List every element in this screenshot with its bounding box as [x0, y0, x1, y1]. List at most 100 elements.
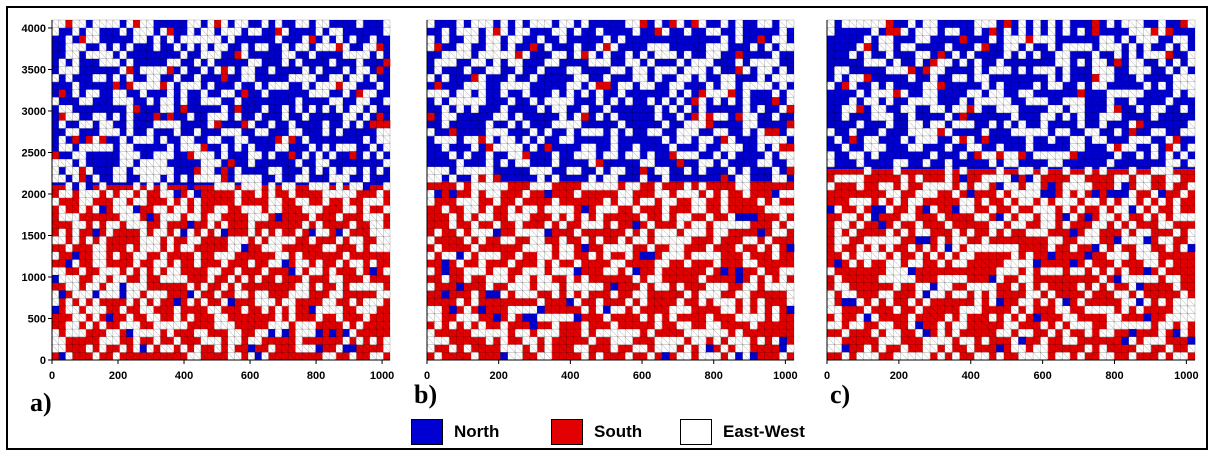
heatmap-cell — [1003, 20, 1012, 29]
heatmap-cell — [727, 151, 736, 160]
heatmap-cell — [92, 259, 100, 268]
heatmap-cell — [65, 213, 73, 222]
heatmap-cell — [214, 174, 222, 183]
heatmap-cell — [329, 329, 337, 338]
heatmap-cell — [72, 58, 80, 67]
heatmap-cell — [139, 174, 147, 183]
heatmap-cell — [52, 236, 60, 245]
heatmap-cell — [771, 282, 780, 291]
heatmap-cell — [295, 128, 303, 137]
mesh-diagonals — [51, 236, 391, 245]
heatmap-cell — [79, 220, 87, 229]
heatmap-cell — [241, 20, 249, 29]
heatmap-cell — [112, 74, 120, 83]
heatmap-cell — [856, 220, 865, 229]
heatmap-cell — [735, 27, 743, 36]
heatmap-cell — [254, 336, 262, 345]
heatmap-cell — [463, 43, 472, 52]
heatmap-cell — [749, 112, 758, 121]
mesh-diagonals — [826, 19, 1196, 28]
heatmap-cell — [632, 20, 641, 29]
heatmap-cell — [1025, 251, 1034, 260]
heatmap-cell — [254, 352, 262, 361]
heatmap-cell — [160, 159, 168, 168]
heatmap-cell — [522, 228, 531, 237]
heatmap-cell — [79, 267, 87, 276]
heatmap-cell — [288, 50, 296, 59]
heatmap-cell — [1077, 112, 1085, 121]
heatmap-cell — [603, 35, 611, 44]
heatmap-cell — [1077, 282, 1085, 291]
heatmap-cell — [915, 329, 923, 338]
heatmap-cell — [227, 329, 235, 338]
mesh-diagonals — [51, 228, 391, 237]
heatmap-cell — [187, 298, 195, 307]
heatmap-cell — [376, 120, 384, 129]
heatmap-cell — [463, 313, 472, 322]
heatmap-cell — [529, 166, 538, 175]
heatmap-cell — [248, 143, 256, 152]
heatmap-cell — [112, 336, 120, 345]
heatmap-cell — [900, 159, 909, 168]
heatmap-cell — [214, 305, 222, 314]
heatmap-cell — [1187, 50, 1196, 59]
heatmap-cell — [72, 329, 80, 338]
heatmap-cell — [1143, 344, 1152, 353]
heatmap-cell — [863, 251, 872, 260]
heatmap-cell — [275, 166, 283, 175]
heatmap-cell — [1025, 213, 1034, 222]
heatmap-cell — [65, 275, 73, 284]
heatmap-cell — [1106, 66, 1115, 75]
heatmap-cell — [735, 313, 743, 322]
heatmap-cell — [1187, 159, 1196, 168]
heatmap-cell — [214, 112, 222, 121]
heatmap-cell — [261, 244, 269, 253]
heatmap-cell — [1180, 329, 1188, 338]
heatmap-cell — [1040, 97, 1049, 106]
heatmap-cell — [981, 182, 990, 191]
heatmap-cell — [193, 74, 202, 83]
heatmap-cell — [559, 205, 567, 214]
heatmap-cell — [757, 143, 765, 152]
heatmap-cell — [160, 135, 168, 144]
heatmap-cell — [308, 213, 316, 222]
heatmap-cell — [834, 275, 843, 284]
heatmap-cell — [749, 236, 758, 245]
heatmap-cell — [241, 135, 249, 144]
heatmap-cell — [180, 81, 188, 90]
heatmap-cell — [160, 290, 168, 299]
heatmap-cell — [1143, 313, 1152, 322]
heatmap-cell — [1165, 321, 1174, 330]
x-tick-label: 200 — [490, 370, 508, 382]
heatmap-cell — [119, 50, 127, 59]
x-tick-label: 0 — [824, 370, 830, 382]
heatmap-cell — [827, 182, 835, 191]
heatmap-cell — [463, 89, 472, 98]
heatmap-cell — [603, 267, 611, 276]
heatmap-cell — [207, 336, 215, 345]
heatmap-cell — [930, 89, 938, 98]
heatmap-cell — [966, 251, 975, 260]
heatmap-cell — [1062, 27, 1071, 36]
heatmap-cell — [537, 174, 545, 183]
heatmap-cell — [661, 352, 670, 361]
heatmap-cell — [922, 128, 931, 137]
heatmap-cell — [471, 313, 479, 322]
heatmap-cell — [988, 120, 997, 129]
heatmap-cell — [160, 182, 168, 191]
heatmap-cell — [959, 35, 968, 44]
heatmap-cell — [1018, 35, 1027, 44]
heatmap-cell — [1033, 205, 1041, 214]
heatmap-cell — [834, 74, 843, 83]
heatmap-cell — [106, 20, 114, 29]
heatmap-cell — [241, 120, 249, 129]
heatmap-cell — [288, 182, 296, 191]
heatmap-cell — [52, 74, 60, 83]
heatmap-cell — [749, 58, 758, 67]
heatmap-cell — [639, 166, 648, 175]
heatmap-cell — [691, 336, 699, 345]
heatmap-cell — [544, 313, 553, 322]
heatmap-cell — [362, 305, 371, 314]
heatmap-cell — [647, 329, 655, 338]
heatmap-cell — [878, 20, 887, 29]
